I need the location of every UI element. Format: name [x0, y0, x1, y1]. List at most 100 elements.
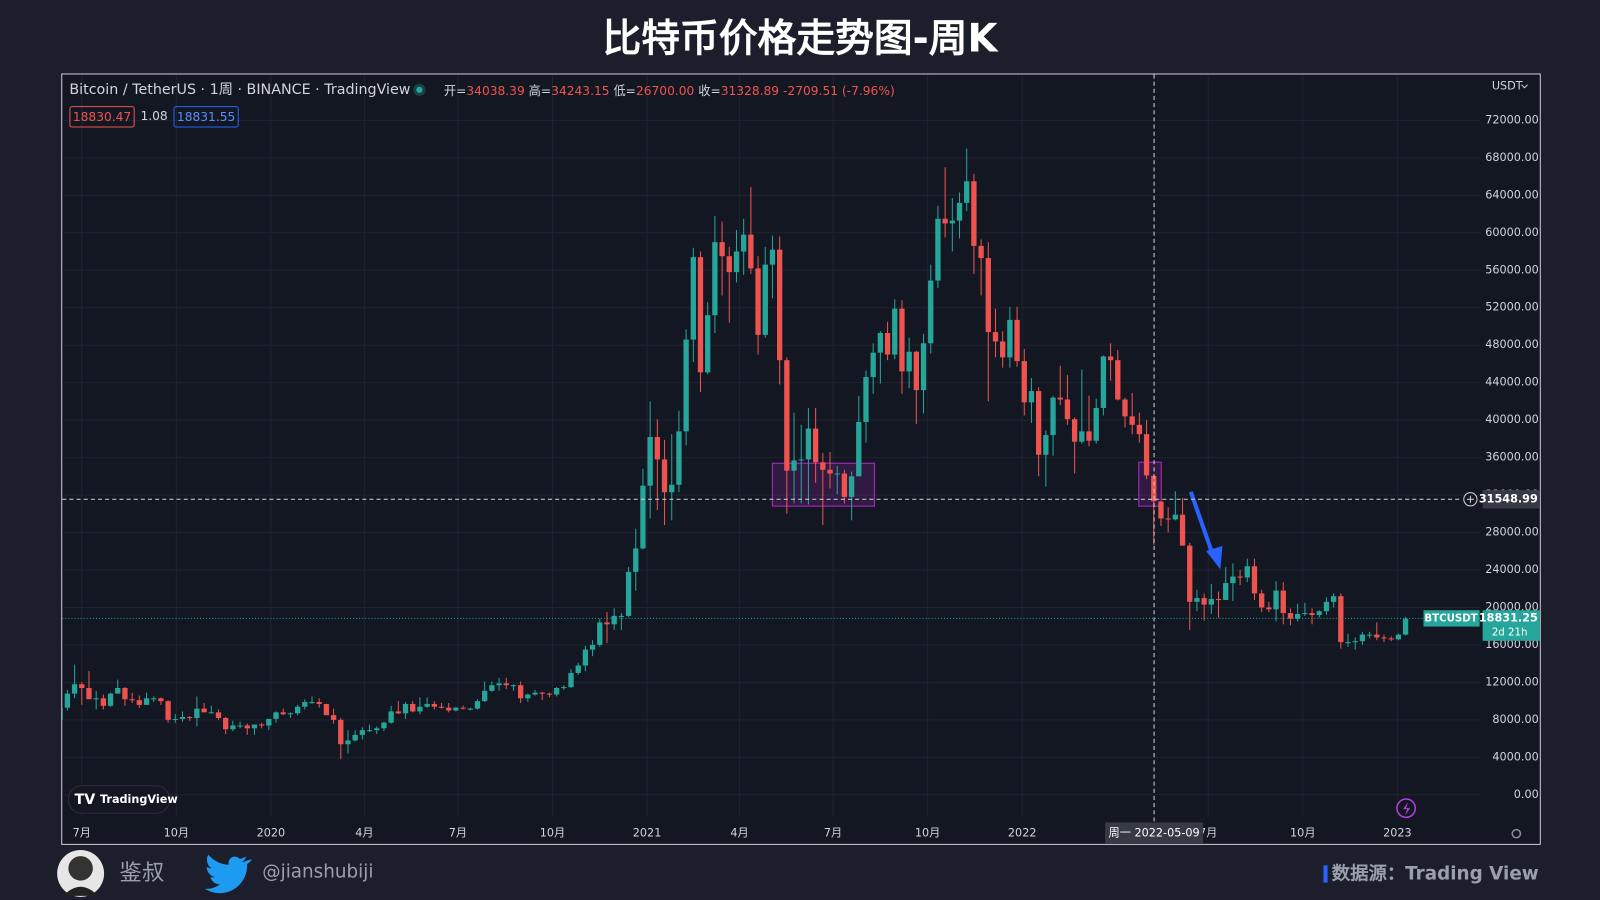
bid-price[interactable]: 18830.47 — [73, 110, 131, 124]
y-tick-label: 56000.00 — [1485, 263, 1539, 276]
y-tick-label: 44000.00 — [1485, 376, 1539, 389]
x-tick-label: 10月 — [164, 827, 190, 840]
x-tick-label: 7月 — [824, 827, 842, 840]
candle-body — [618, 615, 625, 617]
candle-body — [1093, 407, 1099, 441]
candle-body — [920, 343, 927, 391]
y-tick-label: 24000.00 — [1485, 563, 1539, 576]
candle-body — [453, 707, 459, 711]
candles — [62, 148, 1409, 760]
candle-body — [71, 684, 78, 694]
candle-body — [604, 622, 610, 625]
logo-mark: 𝗧𝗩 — [74, 792, 95, 808]
candle-body — [237, 725, 243, 727]
candle-body — [1079, 431, 1085, 442]
candle-body — [1374, 634, 1380, 638]
overlay: BTCUSDT 18831.25 2d 21h 31548.99 — [62, 490, 1540, 641]
candle-body — [1302, 613, 1308, 615]
candle-body — [467, 708, 473, 710]
candle-body — [64, 693, 71, 708]
candle-body — [136, 700, 142, 705]
candle-body — [985, 258, 991, 333]
candle-body — [762, 264, 768, 335]
candle-body — [1165, 518, 1171, 520]
candle-body — [86, 688, 92, 700]
candle-body — [1352, 641, 1358, 643]
candle-body — [913, 351, 920, 391]
ask-price[interactable]: 18831.55 — [177, 110, 235, 124]
candle-body — [1280, 590, 1286, 614]
candle-body — [812, 428, 819, 463]
candle-body — [1259, 593, 1265, 608]
y-tick-label: 36000.00 — [1485, 451, 1539, 464]
candle-body — [748, 234, 754, 269]
page-title: 比特币价格走势图-周K — [602, 16, 999, 61]
arrow — [1188, 491, 1223, 570]
ask-box[interactable] — [173, 106, 239, 128]
candle-body — [633, 548, 639, 572]
candle-body — [489, 685, 495, 691]
high-value: 34243.15 — [551, 83, 609, 97]
candle-body — [402, 703, 409, 714]
arrow-shaft — [1188, 491, 1216, 557]
countdown: 2d 21h — [1492, 628, 1528, 639]
bid-box[interactable] — [69, 106, 135, 128]
candle-body — [201, 708, 207, 713]
avatar-body — [63, 886, 98, 896]
candle-body — [446, 707, 452, 711]
x-tick-label: 7月 — [449, 827, 467, 840]
candle-body — [151, 698, 157, 700]
candle-body — [697, 257, 704, 373]
candle-body — [208, 712, 214, 714]
x-tick-label: 2021 — [633, 827, 662, 840]
candle-body — [683, 339, 689, 432]
candle-body — [755, 268, 761, 335]
candle-body — [956, 202, 963, 221]
candle-body — [769, 249, 776, 265]
candle-body — [690, 257, 696, 340]
candle-body — [928, 280, 934, 344]
source-bar — [1323, 865, 1328, 883]
candle-body — [1388, 638, 1394, 640]
candle-body — [294, 706, 301, 714]
candle-body — [100, 698, 107, 706]
candle-body — [158, 698, 164, 702]
candle-body — [820, 462, 826, 470]
x-tick-label: 10月 — [1290, 827, 1316, 840]
twitter-icon — [204, 854, 253, 894]
y-tick-label: 20000.00 — [1485, 600, 1539, 613]
candle-body — [388, 711, 394, 723]
logo-box[interactable] — [67, 785, 170, 814]
candle-body — [611, 615, 617, 625]
candle-body — [266, 718, 272, 726]
arrow-head — [1206, 545, 1223, 570]
candle-body — [1194, 598, 1200, 602]
candle-body — [359, 730, 366, 735]
candle-body — [949, 220, 955, 224]
candle-body — [1179, 514, 1186, 546]
candle-body — [1345, 642, 1351, 644]
symbol-tag — [1423, 610, 1480, 627]
settings-icon[interactable] — [1511, 828, 1522, 839]
candle-body — [964, 181, 970, 203]
candle-body — [1000, 341, 1006, 358]
candle-body — [424, 703, 430, 707]
y-tick-label: 72000.00 — [1485, 113, 1539, 126]
currency-selector[interactable]: USDT — [1492, 80, 1523, 93]
candle-body — [143, 698, 150, 705]
candle-body — [863, 377, 869, 422]
x-tick-label: 10月 — [915, 827, 941, 840]
x-tick-label: 10月 — [540, 827, 566, 840]
candle-body — [676, 431, 682, 485]
crosshair-price: 31548.99 — [1479, 492, 1538, 505]
candle-body — [93, 698, 99, 700]
candle-body — [1071, 419, 1078, 442]
candle-body — [417, 706, 423, 712]
crosshair-date-box — [1105, 822, 1204, 844]
candle-body — [625, 571, 632, 616]
y-tick-label: 4000.00 — [1492, 750, 1538, 763]
open-label: 开= — [444, 83, 466, 97]
candle-body — [258, 724, 265, 726]
alert-icon[interactable] — [1396, 798, 1417, 819]
